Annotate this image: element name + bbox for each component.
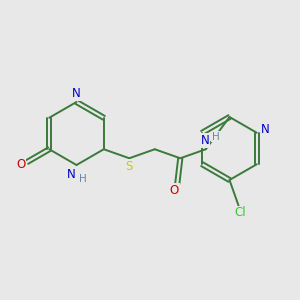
Text: N: N (201, 134, 210, 147)
Text: Cl: Cl (234, 206, 246, 220)
Text: O: O (16, 158, 25, 172)
Text: N: N (261, 123, 270, 136)
Text: O: O (170, 184, 179, 197)
Text: H: H (79, 173, 87, 184)
Text: N: N (67, 168, 76, 181)
Text: S: S (126, 160, 133, 173)
Text: H: H (212, 132, 220, 142)
Text: N: N (72, 87, 81, 101)
